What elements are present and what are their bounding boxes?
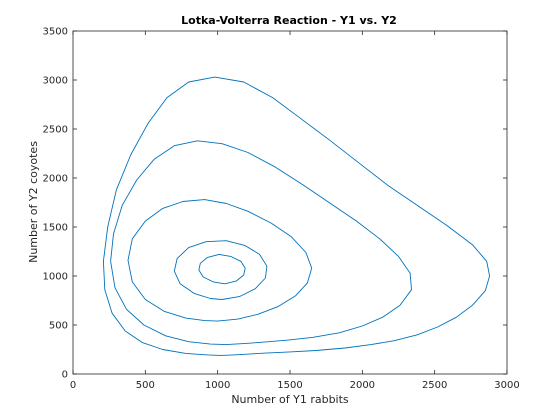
plot-area xyxy=(72,30,508,375)
y-tick-label: 3500 xyxy=(43,27,68,38)
y-tick-label: 1500 xyxy=(43,223,68,234)
x-tick-label: 1500 xyxy=(277,380,302,391)
x-tick-label: 500 xyxy=(136,380,155,391)
x-tick-label: 1000 xyxy=(205,380,230,391)
x-tick-label: 0 xyxy=(70,380,76,391)
series-line-0 xyxy=(102,76,491,356)
y-tick-label: 500 xyxy=(49,321,68,332)
x-tick-label: 2000 xyxy=(350,380,375,391)
chart-title: Lotka-Volterra Reaction - Y1 vs. Y2 xyxy=(181,14,397,27)
series-line-2 xyxy=(127,199,313,322)
y-tick-label: 2500 xyxy=(43,125,68,136)
y-tick-label: 0 xyxy=(62,370,68,381)
y-axis-label: Number of Y2 coyotes xyxy=(27,141,40,263)
x-tick-label: 3000 xyxy=(494,380,519,391)
x-tick-label: 2500 xyxy=(422,380,447,391)
y-tick-label: 3000 xyxy=(43,76,68,87)
series-line-4 xyxy=(198,253,246,285)
series-line-3 xyxy=(173,240,268,300)
series-line-1 xyxy=(110,140,412,346)
axis-ticks: 0 500 1000 1500 2000 2500 3000 0 500 1000 1500 2000… xyxy=(43,27,520,392)
y-tick-label: 2000 xyxy=(43,174,68,185)
series-lines xyxy=(102,76,491,356)
x-axis-label: Number of Y1 rabbits xyxy=(231,393,349,406)
y-tick-label: 1000 xyxy=(43,272,68,283)
